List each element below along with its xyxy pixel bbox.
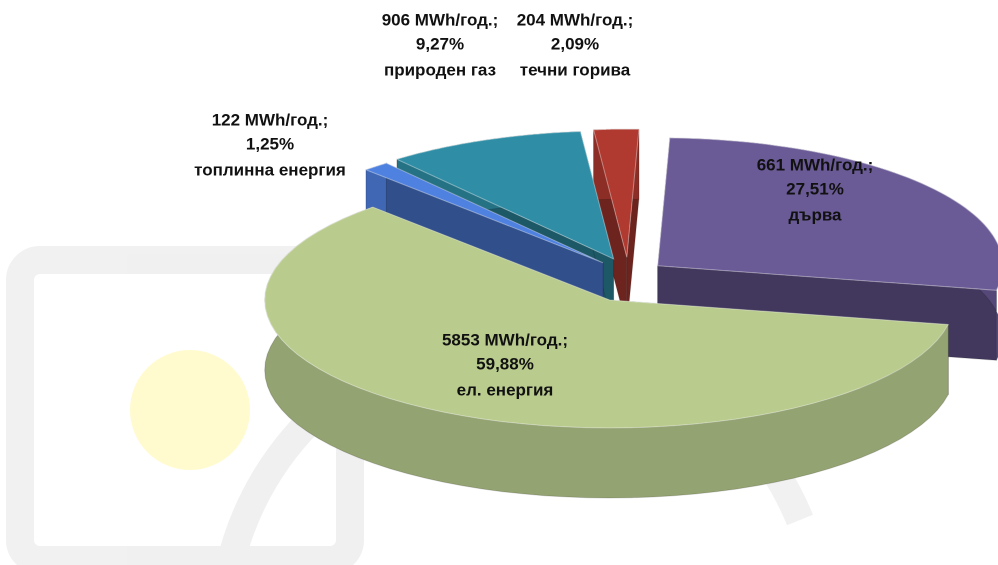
energy-label: 122 MWh/год.; bbox=[212, 110, 329, 129]
energy-label: 204 MWh/год.; bbox=[517, 10, 634, 29]
decoration-circle bbox=[130, 350, 250, 470]
category-label: течни горива bbox=[520, 60, 631, 79]
energy-label: 906 MWh/год.; bbox=[382, 10, 499, 29]
chart: 661 MWh/год.; 27,51% дърва 5853 MWh/год.; 59… bbox=[0, 0, 998, 565]
category-label: дърва bbox=[788, 205, 842, 224]
energy-label: 661 MWh/год.; bbox=[757, 155, 874, 174]
energy-label: 5853 MWh/год.; bbox=[442, 330, 568, 349]
category-label: природен газ bbox=[384, 60, 496, 79]
pie bbox=[265, 129, 998, 498]
percent-label: 1,25% bbox=[246, 134, 294, 153]
category-label: топлинна енергия bbox=[194, 160, 346, 179]
percent-label: 2,09% bbox=[551, 34, 599, 53]
percent-label: 59,88% bbox=[476, 354, 534, 373]
category-label: ел. енергия bbox=[457, 380, 554, 399]
percent-label: 27,51% bbox=[786, 179, 844, 198]
percent-label: 9,27% bbox=[416, 34, 464, 53]
